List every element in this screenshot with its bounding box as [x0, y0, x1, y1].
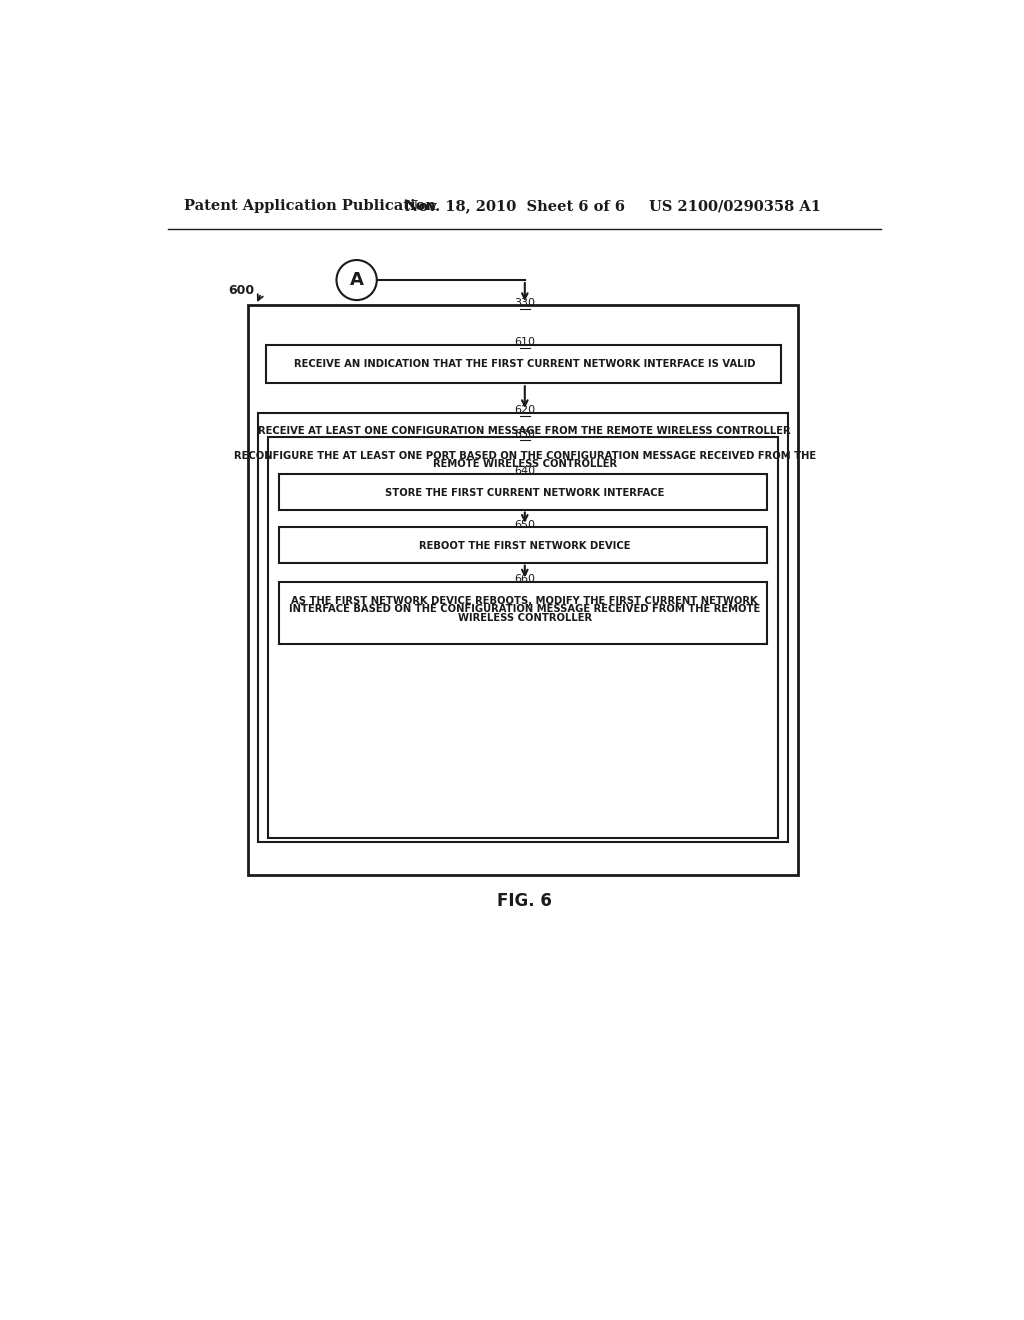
Text: Nov. 18, 2010  Sheet 6 of 6: Nov. 18, 2010 Sheet 6 of 6: [406, 199, 626, 213]
Text: INTERFACE BASED ON THE CONFIGURATION MESSAGE RECEIVED FROM THE REMOTE: INTERFACE BASED ON THE CONFIGURATION MES…: [289, 605, 761, 614]
Bar: [248, 305, 799, 875]
Bar: [266, 345, 781, 383]
Text: RECEIVE AT LEAST ONE CONFIGURATION MESSAGE FROM THE REMOTE WIRELESS CONTROLLER: RECEIVE AT LEAST ONE CONFIGURATION MESSA…: [258, 426, 792, 437]
Bar: [280, 527, 767, 562]
Text: Patent Application Publication: Patent Application Publication: [183, 199, 436, 213]
Circle shape: [337, 260, 377, 300]
Text: AS THE FIRST NETWORK DEVICE REBOOTS, MODIFY THE FIRST CURRENT NETWORK: AS THE FIRST NETWORK DEVICE REBOOTS, MOD…: [292, 595, 758, 606]
Text: 660: 660: [514, 574, 536, 585]
Bar: [280, 474, 767, 510]
Text: A: A: [349, 271, 364, 289]
Bar: [267, 437, 778, 838]
Bar: [258, 412, 787, 842]
Text: 650: 650: [514, 520, 536, 529]
Text: 610: 610: [514, 337, 536, 347]
Text: STORE THE FIRST CURRENT NETWORK INTERFACE: STORE THE FIRST CURRENT NETWORK INTERFAC…: [385, 488, 665, 498]
Bar: [280, 582, 767, 644]
Text: 640: 640: [514, 466, 536, 477]
Text: REMOTE WIRELESS CONTROLLER: REMOTE WIRELESS CONTROLLER: [433, 459, 616, 470]
Text: RECONFIGURE THE AT LEAST ONE PORT BASED ON THE CONFIGURATION MESSAGE RECEIVED FR: RECONFIGURE THE AT LEAST ONE PORT BASED …: [233, 451, 816, 461]
Text: 620: 620: [514, 405, 536, 414]
Text: 330: 330: [514, 298, 536, 308]
Text: FIG. 6: FIG. 6: [498, 892, 552, 911]
Text: 630: 630: [514, 429, 536, 440]
Text: 600: 600: [228, 284, 254, 297]
Text: REBOOT THE FIRST NETWORK DEVICE: REBOOT THE FIRST NETWORK DEVICE: [419, 541, 631, 550]
Text: US 2100/0290358 A1: US 2100/0290358 A1: [649, 199, 821, 213]
Text: WIRELESS CONTROLLER: WIRELESS CONTROLLER: [458, 612, 592, 623]
Text: RECEIVE AN INDICATION THAT THE FIRST CURRENT NETWORK INTERFACE IS VALID: RECEIVE AN INDICATION THAT THE FIRST CUR…: [294, 359, 756, 368]
